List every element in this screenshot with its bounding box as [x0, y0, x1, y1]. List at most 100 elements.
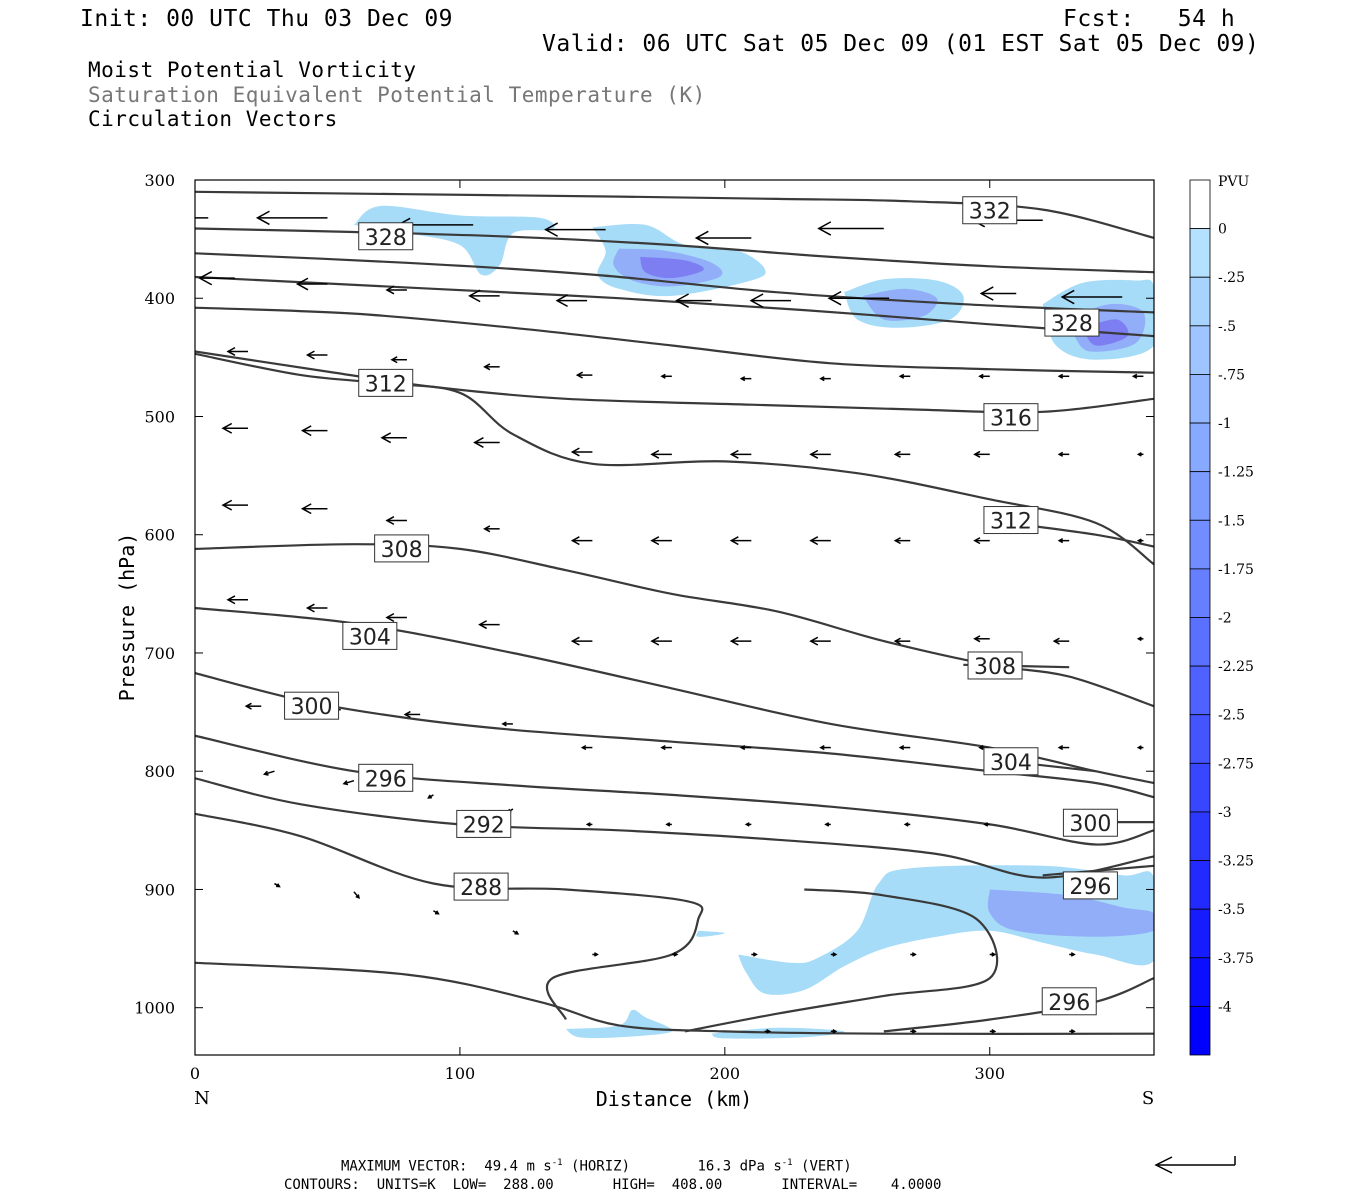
circulation-vector [739, 376, 752, 382]
contour-label: 296 [1062, 871, 1118, 900]
vector-head [809, 536, 819, 546]
contour-label: 296 [358, 763, 414, 792]
theta-contour-line [195, 252, 1154, 314]
max-vert-exponent: -1 [781, 1158, 793, 1168]
vector-head [675, 293, 689, 308]
vector-head [973, 450, 981, 458]
contour-label-text: 328 [1051, 312, 1093, 337]
contour-label-text: 296 [365, 767, 407, 792]
vector-head [809, 449, 819, 459]
vector-head [355, 894, 360, 900]
circulation-vector [575, 371, 593, 379]
pv-shading [354, 205, 1154, 1039]
circulation-vector [893, 450, 911, 458]
vector-head [893, 637, 901, 645]
vector-head [911, 952, 917, 957]
circulation-vector [1069, 1029, 1076, 1034]
contour-label-box [1044, 308, 1100, 337]
vector-head [478, 620, 488, 630]
colorbar-swatch [1189, 422, 1211, 473]
vector-head [1136, 745, 1142, 750]
contour-label-box [1062, 808, 1118, 837]
vector-head [739, 744, 746, 751]
vector-head [390, 356, 398, 364]
circulation-vector [226, 346, 248, 356]
circulation-vector [385, 285, 407, 295]
vector-head [276, 883, 281, 888]
contour-label: 300 [1062, 808, 1118, 837]
vector-head [580, 744, 587, 751]
circulation-vector [983, 822, 990, 827]
circulation-vector [671, 952, 679, 957]
circulation-vector [903, 822, 911, 827]
reference-vector-icon [1154, 1156, 1236, 1174]
circulation-vector [390, 356, 407, 364]
colorbar-label: -2.25 [1218, 659, 1254, 675]
contour-label-text: 312 [990, 510, 1032, 535]
x-end-label-north: N [194, 1088, 210, 1109]
theta-contour-line [195, 227, 1154, 274]
contour-label: 316 [983, 403, 1039, 432]
vector-head [650, 536, 660, 546]
colorbar-swatch [1189, 374, 1211, 424]
circulation-vector [809, 449, 831, 459]
circulation-vector [478, 620, 500, 630]
vector-head [300, 503, 312, 515]
circulation-vector [675, 293, 712, 308]
vector-head [898, 744, 905, 751]
circulation-vector [1136, 636, 1144, 642]
colorbar-swatch [1189, 860, 1211, 910]
contour-label-text: 304 [990, 751, 1032, 776]
circulation-vector [893, 537, 911, 545]
theta-contour-line [195, 306, 1154, 374]
circulation-vector [898, 373, 911, 379]
circulation-vector [817, 221, 884, 236]
vector-head [403, 710, 411, 719]
circulation-vector [544, 222, 606, 237]
circulation-vector [512, 930, 520, 935]
vector-head [817, 221, 832, 236]
vector-head [570, 447, 580, 457]
circulation-vector [830, 952, 838, 957]
vector-head [473, 437, 484, 448]
vector-head [650, 636, 660, 646]
vector-head [991, 952, 997, 957]
circulation-vector [198, 270, 235, 286]
colorbar-label: -.75 [1218, 367, 1245, 383]
vector-head [893, 537, 901, 545]
colorbar-swatch [1189, 471, 1211, 521]
circulation-vector [650, 449, 672, 459]
colorbar-swatch [1189, 908, 1211, 959]
vector-head [978, 744, 984, 751]
contour-label-box [358, 763, 414, 792]
circulation-vector [1052, 637, 1070, 645]
colorbar-label: -1 [1218, 416, 1232, 432]
vector-head [665, 822, 671, 827]
vector-head [1057, 744, 1064, 751]
vector-head [1057, 373, 1064, 379]
pv-region [696, 930, 725, 937]
circulation-vector [989, 1029, 997, 1034]
pv-region [565, 1009, 673, 1039]
circulation-vector [1057, 373, 1070, 379]
y-tick-label: 1000 [134, 999, 175, 1018]
circulation-vector [979, 286, 1017, 301]
vector-head [385, 612, 395, 623]
colorbar-swatch [1189, 665, 1211, 716]
circulation-vector [1136, 745, 1144, 750]
vector-head [660, 744, 666, 751]
contour-label-text: 328 [365, 226, 407, 251]
circulation-vector [978, 373, 990, 379]
circulation-vector [827, 290, 890, 306]
colorbar-label: -1.25 [1218, 465, 1254, 481]
circulation-vector [195, 217, 209, 219]
vector-head [483, 363, 491, 371]
vector-head [911, 1029, 917, 1034]
colorbar-label: -2.5 [1218, 708, 1245, 724]
vector-head [903, 822, 909, 827]
colorbar-label: -2.75 [1218, 756, 1254, 772]
theta-contour-line [195, 734, 1154, 846]
contour-label: 304 [983, 747, 1039, 776]
vector-head [221, 499, 233, 511]
